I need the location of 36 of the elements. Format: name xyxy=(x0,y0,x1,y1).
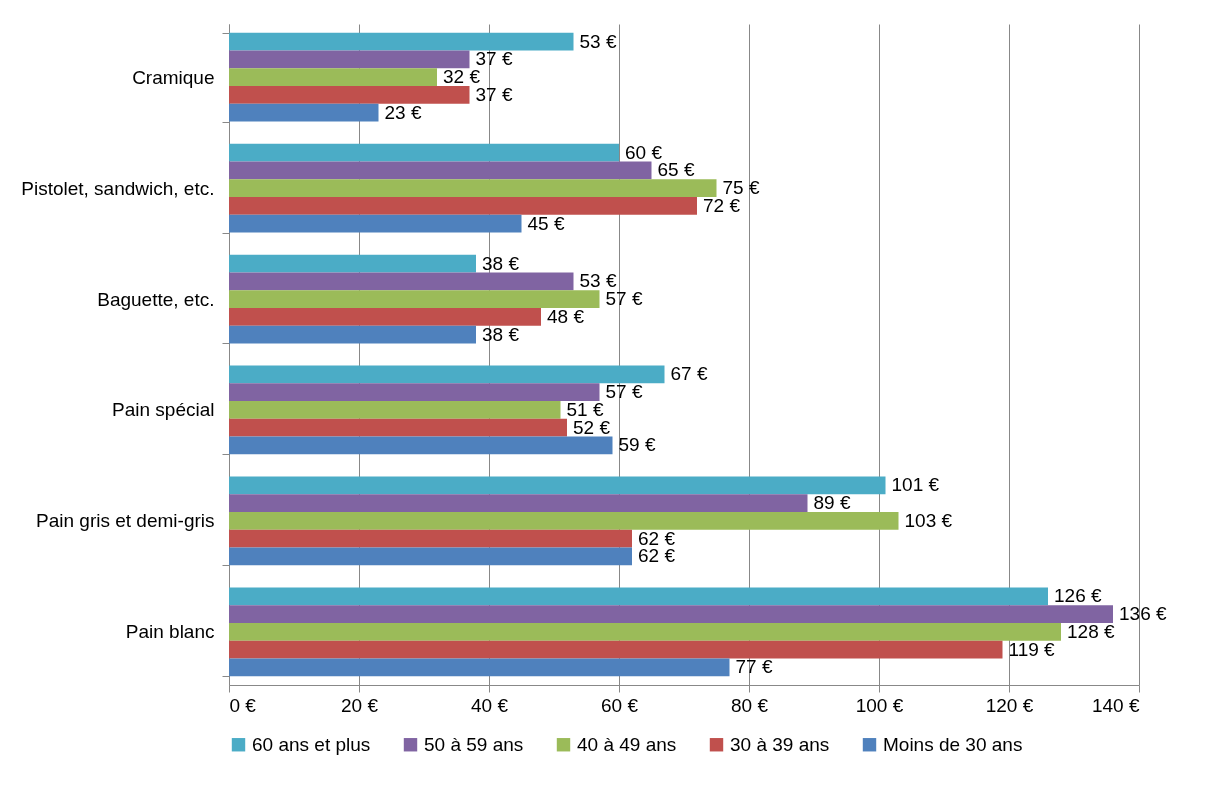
legend-label: 50 à 59 ans xyxy=(424,733,524,755)
data-label: 136 € xyxy=(1119,603,1167,625)
y-tick-label: Baguette, etc. xyxy=(97,288,215,310)
data-label: 126 € xyxy=(1054,585,1102,607)
data-label: 89 € xyxy=(813,492,851,514)
x-tick-label: 80 € xyxy=(731,694,769,716)
data-label: 67 € xyxy=(670,363,708,385)
data-label: 103 € xyxy=(904,509,953,531)
data-label: 119 € xyxy=(1008,638,1056,660)
data-label: 38 € xyxy=(482,252,520,274)
data-label: 128 € xyxy=(1067,620,1115,642)
x-tick-label: 0 € xyxy=(229,694,257,716)
x-tick-label: 40 € xyxy=(471,694,509,716)
data-label: 101 € xyxy=(891,474,940,496)
data-label: 48 € xyxy=(547,305,585,327)
y-tick-label: Pain gris et demi-gris xyxy=(36,510,215,532)
y-tick-label: Pain spécial xyxy=(112,399,215,421)
data-label: 45 € xyxy=(527,212,565,234)
data-label: 57 € xyxy=(605,381,643,403)
x-tick-label: 120 € xyxy=(985,694,1034,716)
legend-label: 60 ans et plus xyxy=(252,733,371,755)
y-tick-label: Pain blanc xyxy=(125,621,215,643)
data-label: 59 € xyxy=(618,434,656,456)
data-label: 53 € xyxy=(579,30,617,52)
legend-label: 40 à 49 ans xyxy=(577,733,677,755)
y-tick-label: Pistolet, sandwich, etc. xyxy=(21,177,215,199)
x-tick-label: 140 € xyxy=(1091,694,1140,716)
data-label: 23 € xyxy=(384,101,422,123)
legend-label: Moins de 30 ans xyxy=(883,733,1023,755)
legend-label: 30 à 39 ans xyxy=(730,733,830,755)
x-tick-label: 100 € xyxy=(855,694,904,716)
data-label: 38 € xyxy=(482,323,520,345)
y-tick-label: Cramique xyxy=(132,66,215,88)
data-label: 77 € xyxy=(735,656,773,678)
x-tick-label: 60 € xyxy=(601,694,639,716)
x-tick-label: 20 € xyxy=(341,694,379,716)
